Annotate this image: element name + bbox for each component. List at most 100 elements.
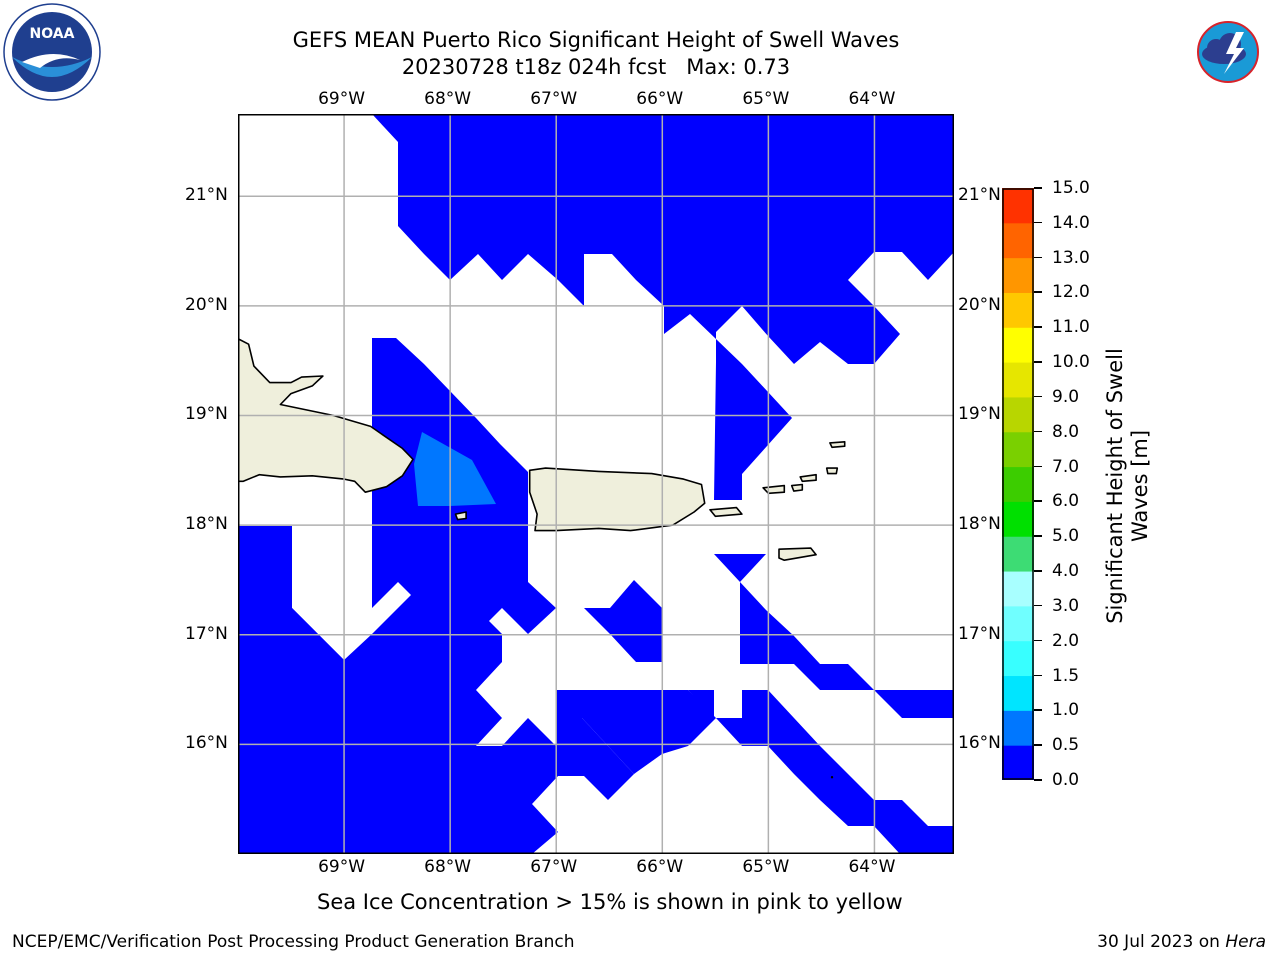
colorbar-tick-label-16: 14.0: [1052, 212, 1090, 233]
colorbar-tick-mark-3: [1034, 674, 1042, 677]
map-panel: [238, 114, 954, 854]
swell-region-low-6: [584, 580, 662, 662]
sea-ice-caption: Sea Ice Concentration > 15% is shown in …: [317, 890, 903, 914]
lat-label-right-5: 16°N: [958, 733, 1001, 754]
colorbar-tick-label-2: 1.0: [1052, 700, 1080, 721]
colorbar-tick-label-0: 0.0: [1052, 770, 1080, 790]
colorbar-tick-label-13: 11.0: [1052, 317, 1090, 338]
swell-region-low-5: [556, 690, 954, 854]
colorbar-tick-mark-16: [1034, 221, 1042, 224]
land-mona: [454, 511, 467, 521]
colorbar-tick-mark-6: [1034, 570, 1042, 572]
colorbar-tick-mark-11: [1034, 395, 1042, 398]
colorbar-band-2: [1002, 675, 1034, 711]
swell-region-low-4: [238, 582, 634, 854]
graticule: [238, 114, 954, 854]
colorbar-band-9: [1002, 431, 1034, 468]
colorbar-tick-mark-2: [1034, 709, 1042, 711]
lon-label-top-5: 64°W: [848, 89, 896, 109]
land-vieques: [709, 506, 743, 518]
colorbar-tick-mark-0: [1034, 779, 1042, 781]
colorbar-tick-label-12: 10.0: [1052, 352, 1090, 373]
swell-region-low-0: [372, 114, 954, 500]
footer-date-prefix: 30 Jul 2023 on: [1097, 932, 1226, 952]
colorbar-band-13: [1002, 292, 1034, 328]
lat-label-left-5: 16°N: [185, 733, 228, 754]
swell-region-low-1: [372, 114, 426, 224]
colorbar-tick-label-4: 2.0: [1052, 630, 1080, 651]
land-anegada: [829, 440, 846, 449]
lon-label-top-3: 66°W: [636, 89, 684, 109]
lon-label-bottom-5: 64°W: [848, 857, 896, 877]
colorbar-band-6: [1002, 536, 1034, 572]
lon-label-bottom-4: 65°W: [742, 857, 790, 877]
lat-label-right-3: 18°N: [958, 514, 1001, 535]
colorbar-tick-mark-5: [1034, 604, 1042, 607]
colorbar-tick-mark-4: [1034, 639, 1042, 642]
colorbar-band-10: [1002, 396, 1034, 433]
lon-label-top-1: 68°W: [424, 89, 472, 109]
colorbar-tick-label-7: 5.0: [1052, 526, 1080, 547]
footer-host: Hera: [1225, 932, 1266, 952]
lon-label-bottom-0: 69°W: [318, 857, 366, 877]
colorbar-tick-mark-9: [1034, 465, 1042, 468]
colorbar-tick-label-3: 1.5: [1052, 665, 1080, 686]
lat-label-right-2: 19°N: [958, 404, 1001, 425]
colorbar-tick-mark-8: [1034, 500, 1042, 502]
colorbar-band-3: [1002, 640, 1034, 677]
colorbar-band-12: [1002, 327, 1034, 363]
lon-label-bottom-3: 66°W: [636, 857, 684, 877]
colorbar-tick-label-17: 15.0: [1052, 178, 1090, 198]
chart-subtitle: 20230728 t18z 024h fcst Max: 0.73: [401, 55, 791, 79]
colorbar-tick-label-11: 9.0: [1052, 386, 1080, 407]
colorbar-label-line1: Significant Height of Swell: [1104, 348, 1127, 624]
colorbar-band-8: [1002, 466, 1034, 502]
swell-region-low-7: [688, 690, 714, 718]
map-border: [238, 114, 954, 854]
colorbar-tick-mark-12: [1034, 361, 1042, 363]
colorbar: [1002, 188, 1034, 780]
land-virgin-gorda: [825, 467, 839, 475]
colorbar-tick-mark-14: [1034, 291, 1042, 293]
colorbar-tick-label-9: 7.0: [1052, 456, 1080, 477]
colorbar-tick-label-14: 12.0: [1052, 282, 1090, 303]
colorbar-tick-label-1: 0.5: [1052, 735, 1080, 756]
noaa-logo-text: NOAA: [30, 26, 75, 42]
land-st-john: [790, 483, 804, 492]
nws-logo-icon: [1178, 2, 1278, 102]
colorbar-band-4: [1002, 605, 1034, 642]
land-st-croix: [778, 547, 817, 562]
colorbar-tick-mark-15: [1034, 256, 1042, 259]
lat-label-right-1: 20°N: [958, 294, 1001, 315]
lat-label-left-1: 20°N: [185, 294, 228, 315]
colorbar-band-15: [1002, 222, 1034, 259]
lat-label-right-4: 17°N: [958, 623, 1001, 644]
colorbar-band-14: [1002, 257, 1034, 293]
noaa-logo-icon: NOAA: [2, 2, 102, 102]
lon-label-bottom-1: 68°W: [424, 857, 472, 877]
land-puerto-rico: [528, 467, 706, 532]
colorbar-tick-label-15: 13.0: [1052, 247, 1090, 268]
colorbar-band-7: [1002, 501, 1034, 537]
colorbar-tick-mark-7: [1034, 535, 1042, 537]
colorbar-tick-label-10: 8.0: [1052, 421, 1080, 442]
colorbar-band-1: [1002, 710, 1034, 746]
colorbar-tick-mark-17: [1034, 187, 1042, 189]
colorbar-band-0: [1002, 745, 1034, 780]
land-islet-2: [830, 776, 834, 779]
colorbar-tick-mark-1: [1034, 744, 1042, 746]
colorbar-tick-mark-10: [1034, 430, 1042, 433]
colorbar-tick-label-8: 6.0: [1052, 491, 1080, 512]
swell-region-low-8: [714, 554, 954, 718]
colorbar-label-line2: Waves [m]: [1128, 430, 1152, 542]
colorbar-band-5: [1002, 571, 1034, 607]
colorbar-tick-label-5: 3.0: [1052, 595, 1080, 616]
lon-label-bottom-2: 67°W: [530, 857, 578, 877]
swell-region-low-9: [822, 114, 954, 252]
colorbar-border: [1002, 188, 1034, 780]
colorbar-band-11: [1002, 362, 1034, 398]
lat-label-left-4: 17°N: [185, 623, 228, 644]
colorbar-band-16: [1002, 188, 1034, 224]
lat-label-left-2: 19°N: [185, 404, 228, 425]
swell-height-field: [238, 114, 954, 854]
